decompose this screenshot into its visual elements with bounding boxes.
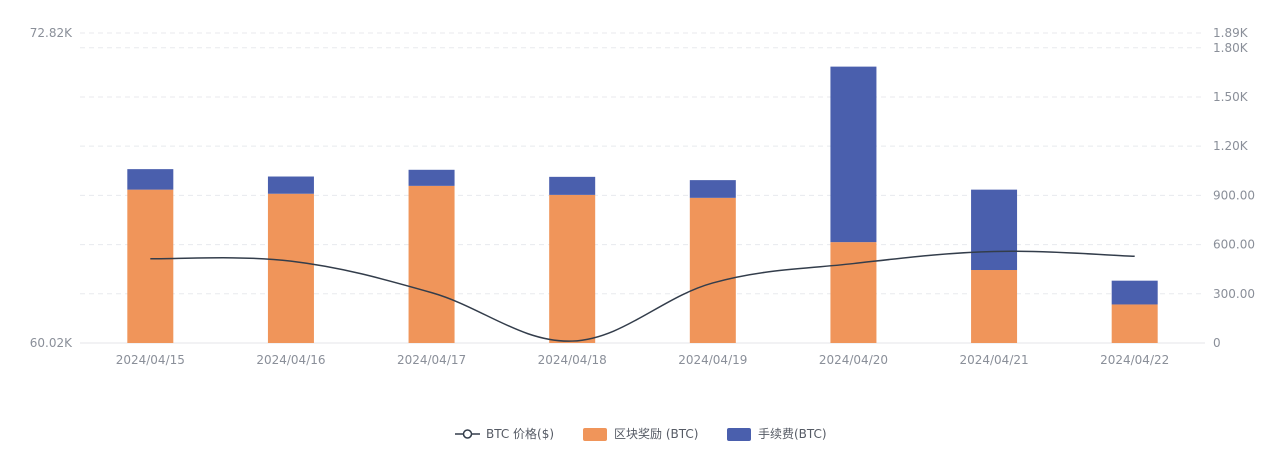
x-axis-tick-label: 2024/04/21: [959, 353, 1028, 367]
legend-swatch-fee: [727, 428, 751, 441]
right-axis-tick-label: 1.89K: [1213, 26, 1249, 40]
legend: BTC 价格($) 区块奖励 (BTC) 手续费(BTC): [455, 426, 827, 441]
bar-block-reward: [1111, 304, 1158, 343]
right-axis-tick-label: 1.80K: [1213, 41, 1249, 55]
grid-lines: [80, 32, 1205, 344]
x-axis-tick-label: 2024/04/15: [116, 353, 185, 367]
legend-circle-icon: [462, 429, 473, 439]
bar-fee: [1111, 280, 1158, 305]
price-line-series: [150, 250, 1135, 342]
bar-series: [127, 66, 1158, 343]
right-axis-tick-label: 0: [1213, 336, 1221, 350]
x-axis-tick-label: 2024/04/19: [678, 353, 747, 367]
right-axis-tick-label: 1.20K: [1213, 139, 1249, 153]
bar-fee: [127, 169, 174, 190]
x-axis-tick-label: 2024/04/20: [819, 353, 888, 367]
left-axis-tick-label: 72.82K: [30, 26, 73, 40]
legend-item-price[interactable]: BTC 价格($): [455, 426, 554, 441]
legend-label-block-reward: 区块奖励 (BTC): [614, 427, 698, 441]
bar-fee: [830, 66, 877, 243]
legend-label-fee: 手续费(BTC): [758, 427, 827, 441]
left-axis-tick-label: 60.02K: [30, 336, 73, 350]
legend-swatch-block-reward: [583, 428, 607, 441]
x-axis: 2024/04/15 2024/04/16 2024/04/17 2024/04/18…: [116, 353, 1170, 367]
bar-fee: [267, 176, 314, 194]
legend-item-block-reward[interactable]: 区块奖励 (BTC): [583, 427, 698, 441]
bar-block-reward: [549, 194, 596, 343]
legend-item-fee[interactable]: 手续费(BTC): [727, 427, 827, 441]
right-axis-tick-label: 600.00: [1213, 238, 1255, 252]
bar-block-reward: [971, 270, 1018, 343]
bar-block-reward: [830, 242, 877, 343]
bar-block-reward: [267, 193, 314, 343]
bar-block-reward: [689, 197, 736, 343]
bar-block-reward: [127, 189, 174, 343]
x-axis-tick-label: 2024/04/18: [538, 353, 607, 367]
right-axis-tick-label: 1.50K: [1213, 90, 1249, 104]
right-axis-tick-label: 900.00: [1213, 188, 1255, 202]
price-line: [150, 250, 1135, 342]
legend-label-price: BTC 价格($): [486, 426, 554, 441]
x-axis-tick-label: 2024/04/22: [1100, 353, 1169, 367]
x-axis-tick-label: 2024/04/16: [256, 353, 325, 367]
bar-fee: [549, 176, 596, 195]
bar-fee: [971, 189, 1018, 271]
bar-block-reward: [408, 185, 455, 343]
bar-fee: [689, 180, 736, 198]
x-axis-tick-label: 2024/04/17: [397, 353, 466, 367]
right-axis-tick-label: 300.00: [1213, 287, 1255, 301]
bar-fee: [408, 169, 455, 186]
left-axis: 72.82K 60.02K: [30, 26, 73, 350]
